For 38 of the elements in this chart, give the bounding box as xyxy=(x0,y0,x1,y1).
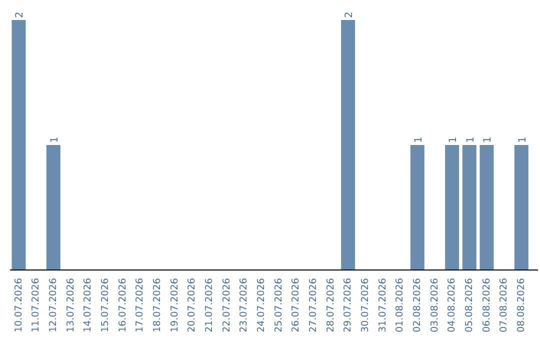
x-tick-label: 30.07.2026 xyxy=(360,278,372,332)
x-tick-label: 12.07.2026 xyxy=(48,278,60,332)
data-label: 1 xyxy=(49,136,60,143)
x-tick-label: 22.07.2026 xyxy=(221,278,232,332)
x-tick-label: 19.07.2026 xyxy=(169,278,180,332)
x-tick-label: 31.07.2026 xyxy=(377,278,388,332)
x-tick-label: 04.08.2026 xyxy=(446,278,458,332)
x-tick-label: 17.07.2026 xyxy=(134,278,146,332)
data-label: 1 xyxy=(465,136,476,143)
x-tick-label: 29.07.2026 xyxy=(342,278,354,332)
data-label: 1 xyxy=(413,136,424,143)
x-tick-label: 02.08.2026 xyxy=(412,278,424,332)
x-tick-label: 24.07.2026 xyxy=(256,278,268,332)
x-tick-label: 21.07.2026 xyxy=(204,278,216,332)
x-tick-label: 14.07.2026 xyxy=(82,278,94,332)
x-tick-label: 03.08.2026 xyxy=(429,278,440,332)
x-tick-label: 18.07.2026 xyxy=(152,278,164,332)
x-tick-label: 06.08.2026 xyxy=(481,278,492,332)
data-label: 1 xyxy=(517,136,528,143)
data-label: 2 xyxy=(14,12,26,18)
x-tick-label: 13.07.2026 xyxy=(65,278,76,332)
x-tick-label: 15.07.2026 xyxy=(100,278,112,332)
x-tick-label: 08.08.2026 xyxy=(516,278,528,332)
x-tick-label: 05.08.2026 xyxy=(464,278,476,332)
x-tick-label: 26.07.2026 xyxy=(290,278,302,332)
x-tick-label: 11.07.2026 xyxy=(30,278,42,332)
data-label: 2 xyxy=(344,12,356,18)
data-label: 1 xyxy=(448,136,460,143)
x-tick-label: 23.07.2026 xyxy=(238,278,250,332)
x-tick-label: 16.07.2026 xyxy=(117,278,128,332)
x-tick-label: 28.07.2026 xyxy=(325,278,336,332)
x-tick-label: 10.07.2026 xyxy=(13,278,24,332)
x-tick-label: 27.07.2026 xyxy=(308,278,320,332)
x-tick-label: 01.08.2026 xyxy=(394,278,406,332)
data-label: 1 xyxy=(482,136,494,143)
x-tick-label: 25.07.2026 xyxy=(273,278,284,332)
x-tick-label: 07.08.2026 xyxy=(498,278,510,332)
x-tick-label: 20.07.2026 xyxy=(186,278,198,332)
